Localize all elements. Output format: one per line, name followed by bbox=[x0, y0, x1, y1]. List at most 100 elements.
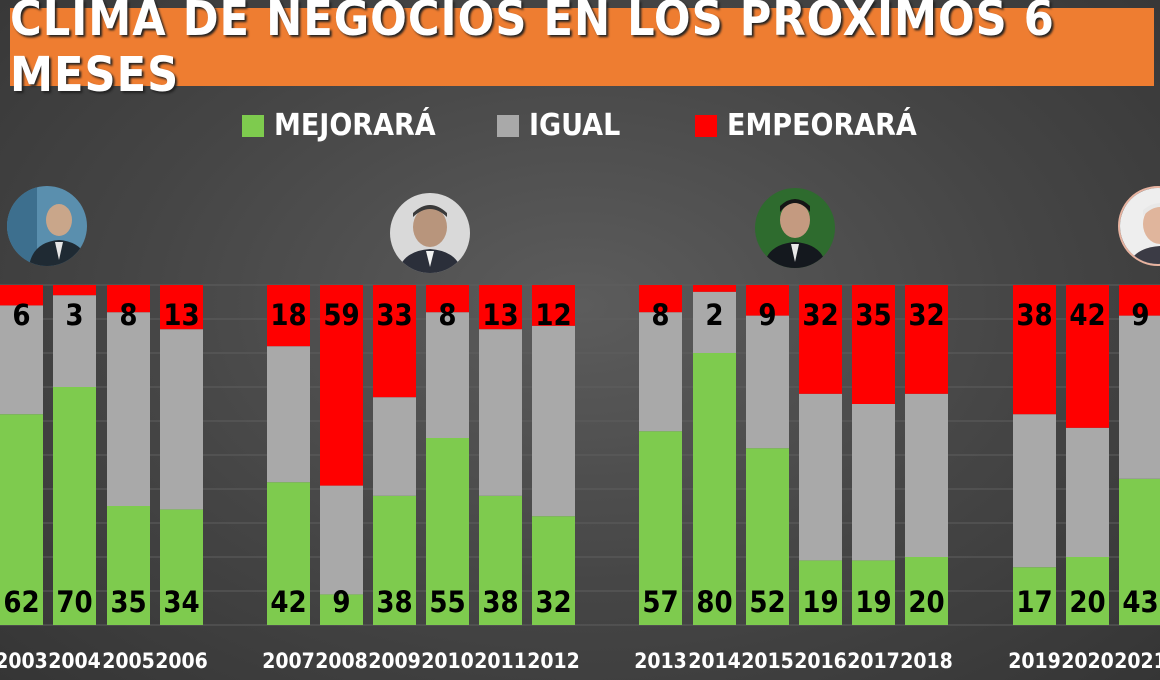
bar-segment-2011-igual bbox=[479, 329, 522, 496]
bar-segment-2012-mejorara bbox=[532, 516, 575, 625]
legend-swatch-mejorara bbox=[242, 114, 264, 137]
bar-segment-2006-empeorara bbox=[160, 285, 203, 330]
data-label-empeorara-2019: 38 bbox=[1016, 298, 1052, 332]
bar-segment-2017-empeorara bbox=[852, 285, 895, 404]
legend-label-mejorara: MEJORARÁ bbox=[274, 108, 436, 143]
data-label-mejorara-2015: 52 bbox=[749, 585, 785, 619]
bar-segment-2011-mejorara bbox=[479, 495, 522, 625]
bar-segment-2015-empeorara bbox=[746, 285, 789, 316]
bar-segment-2011-empeorara bbox=[479, 285, 522, 330]
data-label-empeorara-2006: 13 bbox=[163, 298, 199, 332]
bar-segment-2008-empeorara bbox=[320, 285, 363, 486]
x-tick-label-2003: 2003 bbox=[0, 649, 48, 673]
data-label-mejorara-2014: 80 bbox=[696, 585, 732, 619]
data-label-mejorara-2008: 9 bbox=[332, 585, 350, 619]
bar-segment-2014-mejorara bbox=[693, 353, 736, 625]
bar-segment-2015-igual bbox=[746, 315, 789, 449]
legend: MEJORARÁ IGUAL EMPEORARÁ bbox=[0, 108, 1160, 148]
bar-segment-2019-empeorara bbox=[1013, 285, 1056, 415]
bar-segment-2004-empeorara bbox=[53, 285, 96, 296]
bar-segment-2008-mejorara bbox=[320, 594, 363, 625]
bar-segment-2005-igual bbox=[107, 312, 150, 506]
data-label-empeorara-2016: 32 bbox=[802, 298, 838, 332]
x-tick-label-2010: 2010 bbox=[421, 649, 474, 673]
x-tick-label-2017: 2017 bbox=[847, 649, 900, 673]
data-label-empeorara-2005: 8 bbox=[119, 298, 137, 332]
bar-segment-2007-igual bbox=[267, 346, 310, 483]
bar-segment-2020-igual bbox=[1066, 427, 1109, 557]
data-label-mejorara-2013: 57 bbox=[642, 585, 678, 619]
bar-segment-2003-mejorara bbox=[0, 414, 43, 625]
bar-segment-2021-mejorara bbox=[1119, 478, 1160, 625]
x-tick-label-2018: 2018 bbox=[900, 649, 953, 673]
data-label-empeorara-2004: 3 bbox=[65, 298, 83, 332]
x-tick-label-2013: 2013 bbox=[634, 649, 687, 673]
x-tick-label-2004: 2004 bbox=[48, 649, 101, 673]
legend-item-mejorara: MEJORARÁ bbox=[242, 108, 436, 143]
bar-segment-2018-mejorara bbox=[905, 557, 948, 625]
bar-segment-2007-mejorara bbox=[267, 482, 310, 625]
bar-segment-2010-igual bbox=[426, 312, 469, 438]
x-tick-label-2019: 2019 bbox=[1008, 649, 1061, 673]
bar-segment-2007-empeorara bbox=[267, 285, 310, 347]
bar-segment-2003-igual bbox=[0, 305, 43, 415]
bar-segment-2021-igual bbox=[1119, 315, 1160, 479]
data-label-mejorara-2019: 17 bbox=[1016, 585, 1052, 619]
legend-item-igual: IGUAL bbox=[497, 108, 620, 143]
bar-segment-2013-empeorara bbox=[639, 285, 682, 313]
bar-segment-2020-empeorara bbox=[1066, 285, 1109, 428]
chart-title: CLIMA DE NEGOCIOS EN LOS PRÓXIMOS 6 MESE… bbox=[10, 0, 1055, 103]
bar-segment-2019-mejorara bbox=[1013, 567, 1056, 625]
bar-segment-2004-igual bbox=[53, 295, 96, 387]
bar-segment-2014-empeorara bbox=[693, 285, 736, 292]
data-label-empeorara-2020: 42 bbox=[1069, 298, 1105, 332]
legend-item-empeorara: EMPEORARÁ bbox=[695, 108, 917, 143]
bar-segment-2006-igual bbox=[160, 329, 203, 510]
bar-segment-2014-igual bbox=[693, 291, 736, 353]
data-label-empeorara-2003: 6 bbox=[12, 298, 30, 332]
data-label-mejorara-2010: 55 bbox=[429, 585, 465, 619]
data-label-mejorara-2003: 62 bbox=[3, 585, 39, 619]
bar-segment-2015-mejorara bbox=[746, 448, 789, 625]
x-tick-label-2016: 2016 bbox=[794, 649, 847, 673]
data-label-mejorara-2020: 20 bbox=[1069, 585, 1105, 619]
bar-segment-2020-mejorara bbox=[1066, 557, 1109, 625]
x-tick-label-2009: 2009 bbox=[368, 649, 421, 673]
title-banner: CLIMA DE NEGOCIOS EN LOS PRÓXIMOS 6 MESE… bbox=[10, 0, 1154, 103]
x-tick-label-2005: 2005 bbox=[102, 649, 155, 673]
data-label-mejorara-2016: 19 bbox=[802, 585, 838, 619]
data-label-mejorara-2005: 35 bbox=[110, 585, 146, 619]
data-label-empeorara-2015: 9 bbox=[758, 298, 776, 332]
legend-label-igual: IGUAL bbox=[529, 108, 621, 143]
data-label-mejorara-2011: 38 bbox=[482, 585, 518, 619]
bar-segment-2018-empeorara bbox=[905, 285, 948, 394]
data-label-empeorara-2008: 59 bbox=[323, 298, 359, 332]
bar-segment-2016-empeorara bbox=[799, 285, 842, 394]
legend-swatch-empeorara bbox=[695, 114, 717, 137]
data-label-empeorara-2010: 8 bbox=[438, 298, 456, 332]
bar-segment-2019-igual bbox=[1013, 414, 1056, 568]
x-tick-label-2021: 2021 bbox=[1114, 649, 1160, 673]
bar-segment-2006-mejorara bbox=[160, 509, 203, 625]
x-tick-label-2008: 2008 bbox=[315, 649, 368, 673]
bar-segment-2012-empeorara bbox=[532, 285, 575, 326]
data-label-mejorara-2017: 19 bbox=[855, 585, 891, 619]
data-label-empeorara-2021: 9 bbox=[1131, 298, 1149, 332]
data-label-mejorara-2006: 34 bbox=[163, 585, 199, 619]
bar-segment-2009-mejorara bbox=[373, 495, 416, 625]
bar-segment-2010-mejorara bbox=[426, 438, 469, 625]
bar-segment-2003-empeorara bbox=[0, 285, 43, 306]
portrait-3 bbox=[755, 188, 835, 268]
data-label-empeorara-2012: 12 bbox=[535, 298, 571, 332]
bar-segment-2016-igual bbox=[799, 393, 842, 561]
data-label-mejorara-2007: 42 bbox=[270, 585, 306, 619]
bar-segment-2004-mejorara bbox=[53, 387, 96, 625]
bar-segment-2017-mejorara bbox=[852, 560, 895, 625]
bar-segment-2013-igual bbox=[639, 312, 682, 432]
x-tick-label-2015: 2015 bbox=[741, 649, 794, 673]
bar-segment-2017-igual bbox=[852, 404, 895, 561]
data-label-empeorara-2009: 33 bbox=[376, 298, 412, 332]
legend-label-empeorara: EMPEORARÁ bbox=[727, 108, 917, 143]
bar-segment-2021-empeorara bbox=[1119, 285, 1160, 316]
